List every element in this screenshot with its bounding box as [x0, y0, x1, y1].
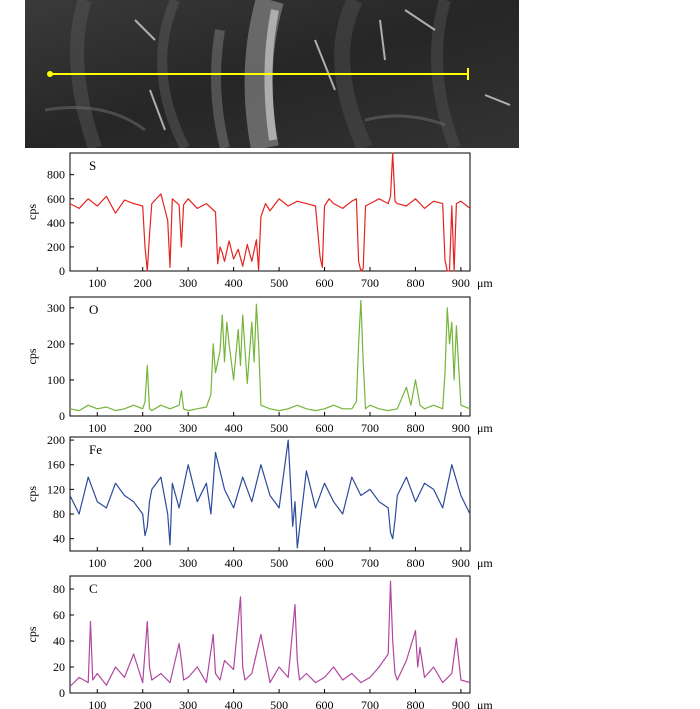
c-x-tick-label: 600	[316, 698, 334, 709]
scan-line-start-marker	[47, 71, 53, 77]
c-x-tick-label: 300	[179, 698, 197, 709]
s-y-axis-label: cps	[25, 204, 39, 220]
micrograph-bright-band	[244, 0, 284, 148]
fe-y-tick-label: 40	[53, 532, 65, 546]
s-element-label: S	[89, 158, 96, 173]
c-y-tick-label: 80	[53, 582, 65, 596]
c-y-axis-label: cps	[25, 626, 39, 642]
fe-x-tick-label: 700	[361, 556, 379, 570]
c-x-unit-label: μm	[477, 698, 493, 709]
c-x-tick-label: 500	[270, 698, 288, 709]
c-element-label: C	[89, 581, 98, 596]
s-x-tick-label: 700	[361, 276, 379, 290]
o-x-tick-label: 200	[134, 421, 152, 435]
o-element-label: O	[89, 302, 98, 317]
c-plot-frame	[69, 575, 471, 694]
fe-x-tick-label: 100	[88, 556, 106, 570]
o-x-tick-label: 500	[270, 421, 288, 435]
s-y-tick-label: 800	[47, 168, 65, 182]
c-y-tick-label: 60	[53, 608, 65, 622]
micrograph-cracks	[134, 9, 511, 131]
s-x-tick-label: 300	[179, 276, 197, 290]
s-y-tick-label: 600	[47, 192, 65, 206]
fe-y-tick-label: 200	[47, 433, 65, 447]
o-x-tick-label: 600	[316, 421, 334, 435]
fe-y-axis-label: cps	[25, 486, 39, 502]
s-series-line	[69, 152, 471, 272]
fe-element-label: Fe	[89, 442, 102, 457]
s-x-unit-label: μm	[477, 276, 493, 290]
c-x-tick-label: 400	[225, 698, 243, 709]
c-series-line	[69, 580, 471, 687]
c-x-tick-label: 700	[361, 698, 379, 709]
micrograph-band	[431, 0, 461, 148]
o-y-tick-label: 100	[47, 373, 65, 387]
fe-x-tick-label: 200	[134, 556, 152, 570]
s-x-tick-label: 400	[225, 276, 243, 290]
s-x-tick-label: 800	[406, 276, 424, 290]
c-y-tick-label: 0	[59, 686, 65, 700]
o-x-unit-label: μm	[477, 421, 493, 435]
s-plot-frame	[69, 152, 471, 272]
s-y-tick-label: 400	[47, 216, 65, 230]
micrograph-band	[157, 0, 190, 148]
o-y-axis-label: cps	[25, 348, 39, 364]
o-x-tick-label: 900	[452, 421, 470, 435]
s-x-tick-label: 100	[88, 276, 106, 290]
c-x-tick-label: 900	[452, 698, 470, 709]
fe-series-line	[69, 439, 471, 549]
fe-x-unit-label: μm	[477, 556, 493, 570]
o-x-tick-label: 400	[225, 421, 243, 435]
fe-x-tick-label: 300	[179, 556, 197, 570]
c-y-tick-label: 40	[53, 634, 65, 648]
o-x-tick-label: 300	[179, 421, 197, 435]
fe-y-tick-label: 120	[47, 482, 65, 496]
c-x-tick-label: 800	[406, 698, 424, 709]
o-y-tick-label: 300	[47, 301, 65, 315]
fe-x-tick-label: 500	[270, 556, 288, 570]
s-x-tick-label: 600	[316, 276, 334, 290]
micrograph-svg	[25, 0, 519, 148]
sem-micrograph	[25, 0, 519, 148]
c-y-tick-label: 20	[53, 660, 65, 674]
s-x-tick-label: 500	[270, 276, 288, 290]
micrograph-grain	[44, 106, 446, 132]
o-y-tick-label: 200	[47, 337, 65, 351]
fe-y-tick-label: 160	[47, 458, 65, 472]
fe-x-tick-label: 600	[316, 556, 334, 570]
s-y-tick-label: 200	[47, 240, 65, 254]
micrograph-band	[70, 0, 102, 148]
fe-x-tick-label: 400	[225, 556, 243, 570]
o-y-tick-label: 0	[59, 409, 65, 423]
s-x-tick-label: 900	[452, 276, 470, 290]
fe-y-tick-label: 80	[53, 507, 65, 521]
fe-x-tick-label: 900	[452, 556, 470, 570]
fe-plot-frame	[69, 436, 471, 552]
micrograph-band	[334, 0, 373, 148]
micrograph-band	[211, 29, 230, 148]
o-x-tick-label: 100	[88, 421, 106, 435]
o-x-tick-label: 700	[361, 421, 379, 435]
c-x-tick-label: 200	[134, 698, 152, 709]
micrograph-bright-vein	[264, 9, 279, 141]
o-x-tick-label: 800	[406, 421, 424, 435]
s-y-tick-label: 0	[59, 264, 65, 278]
c-x-tick-label: 100	[88, 698, 106, 709]
fe-x-tick-label: 800	[406, 556, 424, 570]
o-plot-frame	[69, 296, 471, 417]
s-x-tick-label: 200	[134, 276, 152, 290]
o-series-line	[69, 300, 471, 412]
